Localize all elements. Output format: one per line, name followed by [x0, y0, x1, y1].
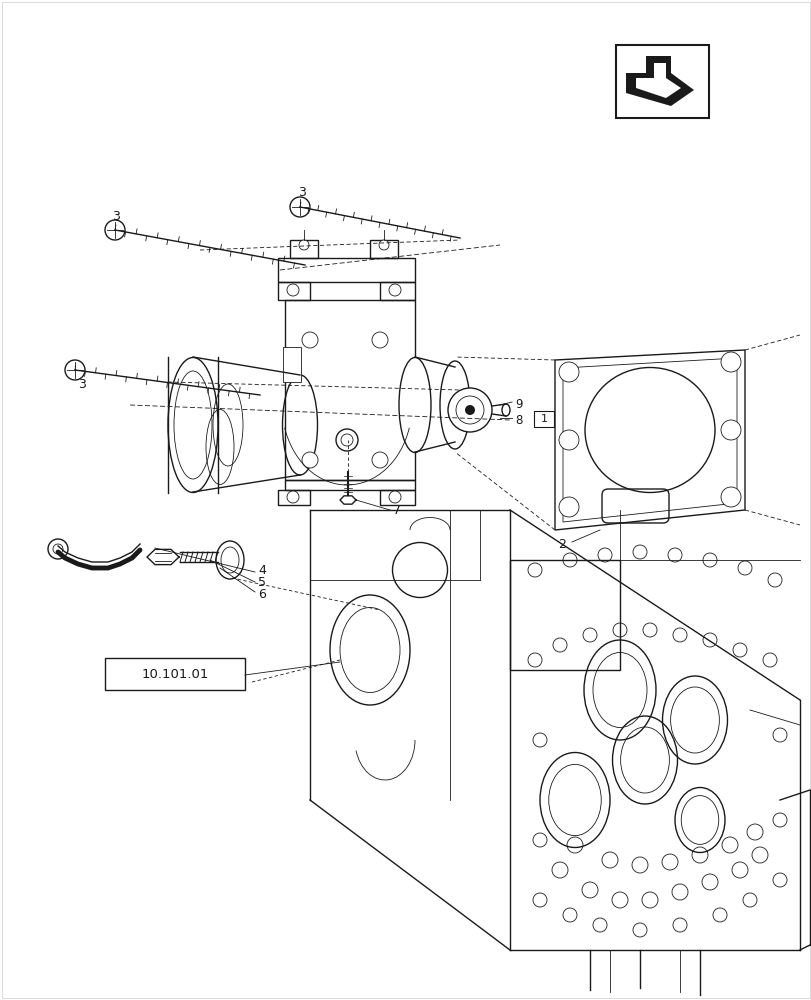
Circle shape	[298, 240, 309, 250]
Text: 3: 3	[78, 377, 86, 390]
Ellipse shape	[216, 541, 243, 579]
Ellipse shape	[282, 375, 317, 475]
Text: 9: 9	[514, 397, 521, 410]
Ellipse shape	[501, 404, 509, 416]
Circle shape	[379, 240, 388, 250]
Text: 6: 6	[258, 587, 265, 600]
Ellipse shape	[398, 358, 431, 452]
Circle shape	[720, 487, 740, 507]
Bar	[105, 658, 245, 690]
Polygon shape	[625, 56, 693, 106]
Circle shape	[105, 220, 125, 240]
Ellipse shape	[336, 429, 358, 451]
Circle shape	[290, 197, 310, 217]
Circle shape	[371, 452, 388, 468]
Polygon shape	[635, 63, 680, 98]
Bar	[283, 347, 301, 382]
Ellipse shape	[168, 358, 217, 492]
Text: 8: 8	[514, 414, 521, 426]
Bar	[534, 411, 553, 427]
Text: 2: 2	[557, 538, 565, 552]
Circle shape	[286, 284, 298, 296]
Circle shape	[371, 332, 388, 348]
Circle shape	[720, 420, 740, 440]
Circle shape	[302, 452, 318, 468]
Text: 3: 3	[298, 186, 306, 199]
Circle shape	[65, 360, 85, 380]
Circle shape	[302, 332, 318, 348]
Text: 3: 3	[112, 210, 120, 223]
Text: 7: 7	[393, 504, 401, 516]
Circle shape	[448, 388, 491, 432]
Circle shape	[558, 430, 578, 450]
Bar	[616, 45, 708, 118]
Text: 5: 5	[258, 576, 266, 588]
Circle shape	[720, 352, 740, 372]
Text: 4: 4	[258, 564, 265, 576]
Circle shape	[558, 497, 578, 517]
Bar	[509, 560, 620, 670]
Circle shape	[388, 491, 401, 503]
Circle shape	[388, 284, 401, 296]
Circle shape	[286, 491, 298, 503]
Circle shape	[48, 539, 68, 559]
Circle shape	[558, 362, 578, 382]
Circle shape	[465, 405, 474, 415]
Text: 10.101.01: 10.101.01	[141, 668, 208, 680]
Text: 1: 1	[540, 414, 547, 424]
Ellipse shape	[440, 361, 470, 449]
